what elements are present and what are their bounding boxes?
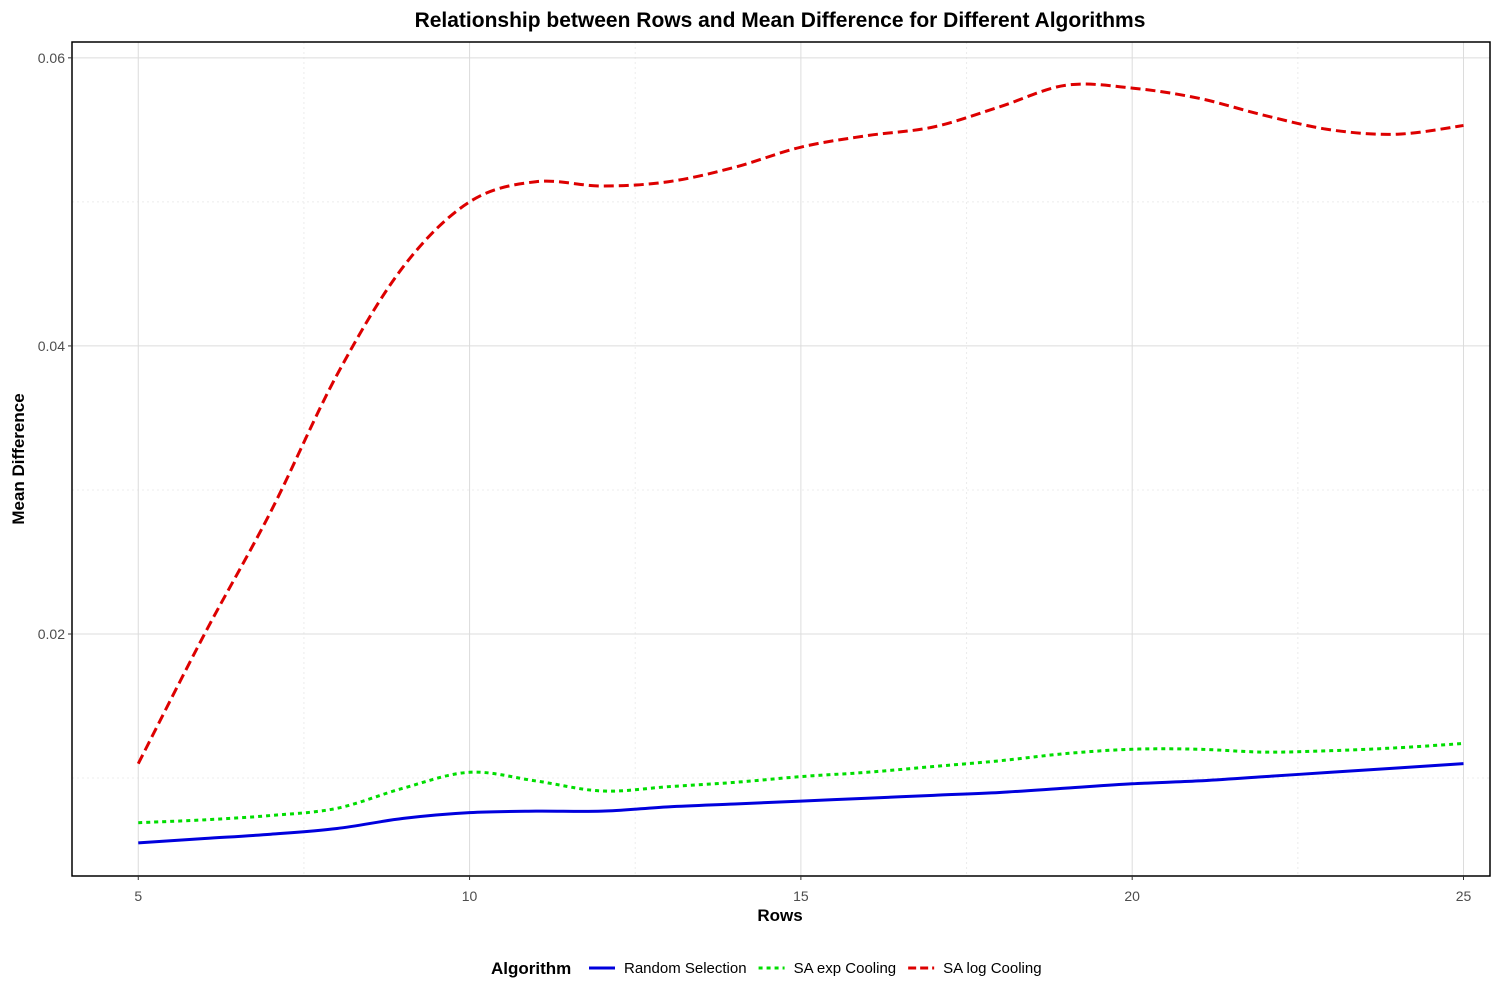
y-tick-label: 0.04 xyxy=(38,338,65,354)
x-tick-label: 20 xyxy=(1124,888,1140,904)
x-tick-label: 25 xyxy=(1456,888,1472,904)
legend-label-sa-log-cooling: SA log Cooling xyxy=(943,960,1041,977)
y-axis-ticks: 0.02 0.04 0.06 xyxy=(38,50,72,642)
y-tick-label: 0.02 xyxy=(38,626,65,642)
chart-title: Relationship between Rows and Mean Diffe… xyxy=(415,9,1146,32)
x-axis-title: Rows xyxy=(757,906,802,925)
x-axis-ticks: 5 10 15 20 25 xyxy=(134,876,1471,904)
grid xyxy=(72,42,1490,876)
y-axis-title: Mean Difference xyxy=(9,393,28,524)
plot-border xyxy=(71,41,1491,877)
series-line-random-selection xyxy=(138,762,1464,845)
legend-label-random-selection: Random Selection xyxy=(624,960,747,977)
y-tick-label: 0.06 xyxy=(38,50,65,66)
series-lines xyxy=(136,82,1464,845)
legend-label-sa-exp-cooling: SA exp Cooling xyxy=(794,960,897,977)
legend-title: Algorithm xyxy=(491,959,571,978)
series-line-sa-exp-cooling xyxy=(138,741,1464,825)
legend: Algorithm Random Selection SA exp Cooling… xyxy=(491,959,1042,978)
x-tick-label: 10 xyxy=(462,888,478,904)
x-tick-label: 15 xyxy=(793,888,809,904)
x-tick-label: 5 xyxy=(134,888,142,904)
series-line-sa-log-cooling xyxy=(136,82,1464,765)
